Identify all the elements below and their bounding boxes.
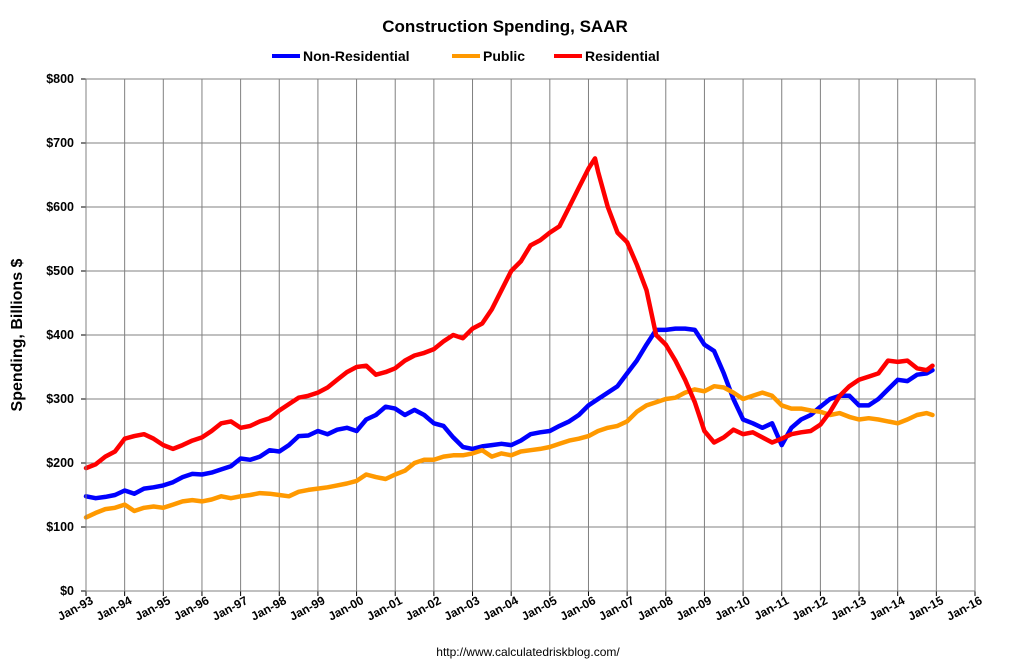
x-tick-label: Jan-04: [480, 593, 520, 623]
x-tick-label: Jan-01: [364, 593, 404, 623]
x-tick-label: Jan-03: [442, 593, 482, 623]
x-tick-label: Jan-07: [596, 593, 636, 623]
x-tick-label: Jan-97: [210, 593, 250, 623]
y-tick-label: $600: [46, 200, 74, 214]
x-tick-label: Jan-02: [403, 593, 443, 623]
y-axis-label: Spending, Billions $: [9, 258, 26, 411]
y-tick-label: $0: [60, 584, 74, 598]
x-tick-label: Jan-08: [635, 593, 675, 623]
y-tick-label: $400: [46, 328, 74, 342]
legend-label: Non-Residential: [303, 48, 410, 64]
plot-border: [85, 78, 976, 592]
y-tick-label: $500: [46, 264, 74, 278]
x-tick-label: Jan-96: [171, 593, 211, 623]
x-tick-label: Jan-09: [674, 593, 714, 623]
x-tick-label: Jan-16: [944, 593, 984, 623]
x-tick-label: Jan-94: [94, 593, 134, 623]
x-tick-label: Jan-00: [326, 593, 366, 623]
x-tick-label: Jan-14: [867, 593, 907, 623]
y-tick-label: $100: [46, 520, 74, 534]
legend-label: Public: [483, 48, 525, 64]
x-tick-label: Jan-05: [519, 593, 559, 623]
series-lines: [83, 156, 935, 520]
x-tick-label: Jan-15: [906, 593, 946, 623]
y-tick-label: $800: [46, 72, 74, 86]
y-axis-ticks: $0 $100 $200 $300 $400 $500 $600 $700 $800: [46, 72, 86, 598]
series-line-public: [83, 383, 935, 520]
x-tick-label: Jan-12: [790, 593, 830, 623]
y-tick-label: $700: [46, 136, 74, 150]
chart-title: Construction Spending, SAAR: [382, 17, 628, 36]
source-link[interactable]: http://www.calculatedriskblog.com/: [436, 645, 620, 659]
y-tick-label: $200: [46, 456, 74, 470]
y-tick-label: $300: [46, 392, 74, 406]
x-tick-label: Jan-11: [752, 593, 792, 623]
series-line-non-residential: [83, 326, 935, 501]
x-axis-ticks: Jan-93Jan-94Jan-95Jan-96Jan-97Jan-98Jan-…: [55, 591, 985, 624]
legend-label: Residential: [585, 48, 660, 64]
x-tick-label: Jan-13: [828, 593, 868, 623]
x-tick-label: Jan-98: [249, 593, 289, 623]
legend: Non-Residential Public Residential: [272, 48, 660, 64]
series-line-residential: [83, 156, 935, 471]
x-tick-label: Jan-95: [133, 593, 173, 623]
x-tick-label: Jan-10: [712, 593, 752, 623]
x-tick-label: Jan-06: [558, 593, 598, 623]
x-tick-label: Jan-99: [287, 593, 327, 623]
